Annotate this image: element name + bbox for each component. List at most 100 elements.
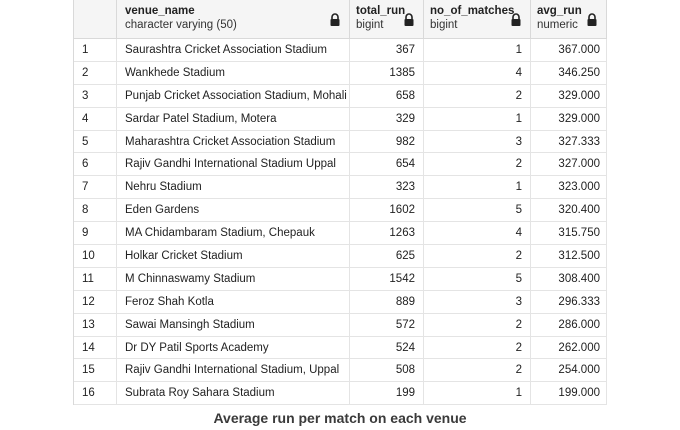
no-of-matches-cell[interactable]: 5 (424, 199, 531, 222)
row-number-cell[interactable]: 7 (74, 176, 117, 199)
table-row[interactable]: 4 Sardar Patel Stadium, Motera 329 1 329.000 (74, 107, 607, 131)
venue-name-cell[interactable]: Subrata Roy Sahara Stadium (117, 382, 350, 405)
avg-run-cell[interactable]: 199.000 (531, 382, 607, 405)
venue-name-cell[interactable]: Sardar Patel Stadium, Motera (117, 107, 350, 130)
no-of-matches-cell[interactable]: 4 (424, 61, 531, 84)
total-run-cell[interactable]: 1263 (350, 222, 424, 245)
no-of-matches-cell[interactable]: 4 (424, 222, 531, 245)
no-of-matches-cell[interactable]: 2 (424, 336, 531, 359)
table-row[interactable]: 3 Punjab Cricket Association Stadium, Moh… (74, 84, 607, 108)
row-number-cell[interactable]: 10 (74, 245, 117, 267)
total-run-cell[interactable]: 658 (350, 84, 424, 107)
total-run-cell[interactable]: 1542 (350, 267, 424, 290)
column-header-total-run[interactable]: total_run bigint (350, 0, 424, 38)
no-of-matches-cell[interactable]: 1 (424, 39, 531, 61)
row-number-cell[interactable]: 11 (74, 267, 117, 290)
row-number-cell[interactable]: 12 (74, 290, 117, 313)
no-of-matches-cell[interactable]: 1 (424, 107, 531, 130)
venue-name-cell[interactable]: Nehru Stadium (117, 176, 350, 199)
no-of-matches-cell[interactable]: 5 (424, 267, 531, 290)
row-number-cell[interactable]: 6 (74, 153, 117, 176)
no-of-matches-cell[interactable]: 3 (424, 130, 531, 153)
avg-run-cell[interactable]: 286.000 (531, 313, 607, 336)
venue-name-cell[interactable]: Dr DY Patil Sports Academy (117, 336, 350, 359)
row-number-cell[interactable]: 15 (74, 359, 117, 382)
avg-run-cell[interactable]: 315.750 (531, 222, 607, 245)
venue-name-cell[interactable]: Wankhede Stadium (117, 61, 350, 84)
no-of-matches-cell[interactable]: 2 (424, 245, 531, 267)
avg-run-cell[interactable]: 329.000 (531, 84, 607, 107)
total-run-cell[interactable]: 367 (350, 39, 424, 61)
no-of-matches-cell[interactable]: 1 (424, 176, 531, 199)
no-of-matches-cell[interactable]: 1 (424, 382, 531, 405)
table-row[interactable]: 6 Rajiv Gandhi International Stadium Uppa… (74, 153, 607, 177)
column-header-no-of-matches[interactable]: no_of_matches bigint (424, 0, 531, 38)
table-row[interactable]: 11 M Chinnaswamy Stadium 1542 5 308.400 (74, 267, 607, 291)
avg-run-cell[interactable]: 323.000 (531, 176, 607, 199)
row-number-cell[interactable]: 9 (74, 222, 117, 245)
no-of-matches-cell[interactable]: 3 (424, 290, 531, 313)
total-run-cell[interactable]: 654 (350, 153, 424, 176)
avg-run-cell[interactable]: 327.000 (531, 153, 607, 176)
total-run-cell[interactable]: 1385 (350, 61, 424, 84)
venue-name-cell[interactable]: MA Chidambaram Stadium, Chepauk (117, 222, 350, 245)
avg-run-cell[interactable]: 296.333 (531, 290, 607, 313)
no-of-matches-cell[interactable]: 2 (424, 84, 531, 107)
no-of-matches-cell[interactable]: 2 (424, 153, 531, 176)
venue-name-cell[interactable]: Sawai Mansingh Stadium (117, 313, 350, 336)
row-number-cell[interactable]: 14 (74, 336, 117, 359)
table-row[interactable]: 2 Wankhede Stadium 1385 4 346.250 (74, 61, 607, 85)
total-run-cell[interactable]: 524 (350, 336, 424, 359)
row-number-cell[interactable]: 3 (74, 84, 117, 107)
total-run-cell[interactable]: 508 (350, 359, 424, 382)
venue-name-cell[interactable]: M Chinnaswamy Stadium (117, 267, 350, 290)
total-run-cell[interactable]: 625 (350, 245, 424, 267)
total-run-cell[interactable]: 199 (350, 382, 424, 405)
table-row[interactable]: 8 Eden Gardens 1602 5 320.400 (74, 199, 607, 223)
venue-name-cell[interactable]: Saurashtra Cricket Association Stadium (117, 39, 350, 61)
total-run-cell[interactable]: 323 (350, 176, 424, 199)
avg-run-cell[interactable]: 262.000 (531, 336, 607, 359)
table-row[interactable]: 15 Rajiv Gandhi International Stadium, Up… (74, 359, 607, 383)
avg-run-cell[interactable]: 367.000 (531, 39, 607, 61)
no-of-matches-cell[interactable]: 2 (424, 359, 531, 382)
avg-run-cell[interactable]: 308.400 (531, 267, 607, 290)
row-number-cell[interactable]: 8 (74, 199, 117, 222)
total-run-cell[interactable]: 982 (350, 130, 424, 153)
total-run-cell[interactable]: 1602 (350, 199, 424, 222)
table-row[interactable]: 1 Saurashtra Cricket Association Stadium 3… (74, 39, 607, 62)
column-header-avg-run[interactable]: avg_run numeric (531, 0, 607, 38)
row-number-cell[interactable]: 1 (74, 39, 117, 61)
total-run-cell[interactable]: 572 (350, 313, 424, 336)
table-row[interactable]: 9 MA Chidambaram Stadium, Chepauk 1263 4 315… (74, 222, 607, 246)
venue-name-cell[interactable]: Punjab Cricket Association Stadium, Moha… (117, 84, 350, 107)
avg-run-cell[interactable]: 329.000 (531, 107, 607, 130)
venue-name-cell[interactable]: Maharashtra Cricket Association Stadium (117, 130, 350, 153)
row-number-cell[interactable]: 5 (74, 130, 117, 153)
row-number-cell[interactable]: 13 (74, 313, 117, 336)
venue-name-cell[interactable]: Feroz Shah Kotla (117, 290, 350, 313)
total-run-cell[interactable]: 889 (350, 290, 424, 313)
avg-run-cell[interactable]: 327.333 (531, 130, 607, 153)
table-row[interactable]: 14 Dr DY Patil Sports Academy 524 2 262.000 (74, 336, 607, 360)
avg-run-cell[interactable]: 254.000 (531, 359, 607, 382)
table-row[interactable]: 5 Maharashtra Cricket Association Stadium… (74, 130, 607, 154)
row-number-cell[interactable]: 2 (74, 61, 117, 84)
table-row[interactable]: 16 Subrata Roy Sahara Stadium 199 1 199.000 (74, 382, 607, 406)
avg-run-cell[interactable]: 346.250 (531, 61, 607, 84)
table-row[interactable]: 7 Nehru Stadium 323 1 323.000 (74, 176, 607, 200)
avg-run-cell[interactable]: 320.400 (531, 199, 607, 222)
no-of-matches-cell[interactable]: 2 (424, 313, 531, 336)
column-header-venue-name[interactable]: venue_name character varying (50) (117, 0, 350, 38)
row-number-cell[interactable]: 16 (74, 382, 117, 405)
venue-name-cell[interactable]: Holkar Cricket Stadium (117, 245, 350, 267)
table-row[interactable]: 12 Feroz Shah Kotla 889 3 296.333 (74, 290, 607, 314)
row-number-cell[interactable]: 4 (74, 107, 117, 130)
venue-name-cell[interactable]: Rajiv Gandhi International Stadium, Uppa… (117, 359, 350, 382)
table-row[interactable]: 10 Holkar Cricket Stadium 625 2 312.500 (74, 245, 607, 268)
table-row[interactable]: 13 Sawai Mansingh Stadium 572 2 286.000 (74, 313, 607, 337)
venue-name-cell[interactable]: Rajiv Gandhi International Stadium Uppal (117, 153, 350, 176)
total-run-cell[interactable]: 329 (350, 107, 424, 130)
avg-run-cell[interactable]: 312.500 (531, 245, 607, 267)
venue-name-cell[interactable]: Eden Gardens (117, 199, 350, 222)
